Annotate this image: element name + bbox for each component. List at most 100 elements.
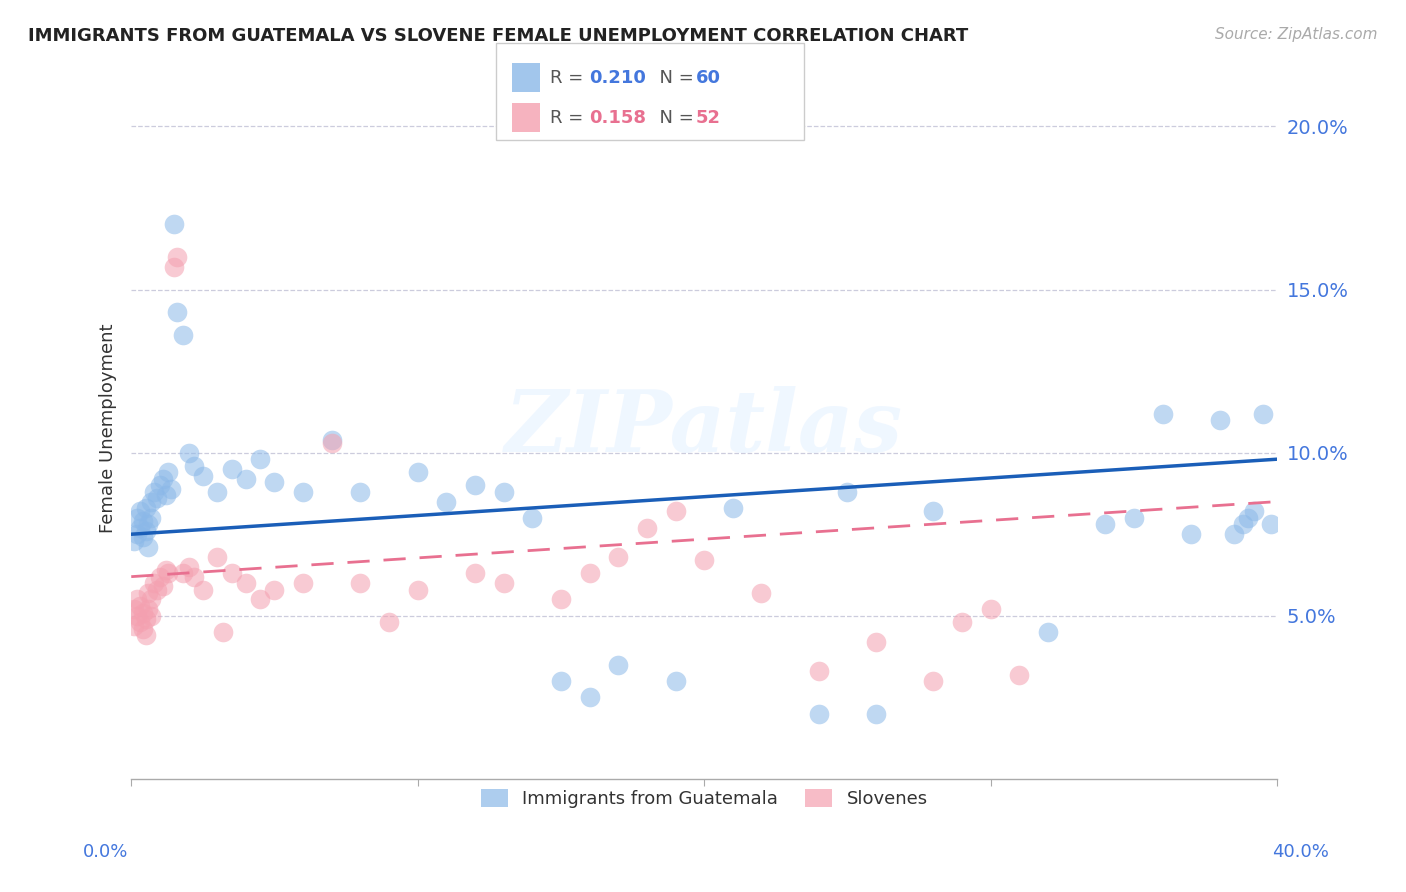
Point [292, 576, 315, 591]
Point [235, 576, 257, 591]
Point [125, 511, 148, 525]
Point [177, 445, 200, 459]
Point [138, 541, 160, 555]
Point [378, 615, 401, 630]
Point [183, 569, 205, 583]
Point [263, 475, 285, 489]
Point [249, 452, 271, 467]
Point [1251, 407, 1274, 421]
Point [664, 674, 686, 689]
Point [550, 674, 572, 689]
Text: 0.0%: 0.0% [83, 843, 128, 861]
Point [138, 517, 160, 532]
Point [1122, 511, 1144, 525]
Text: 52: 52 [696, 109, 721, 127]
Point [166, 305, 188, 319]
Point [321, 433, 343, 447]
Point [141, 511, 163, 525]
Point [191, 468, 214, 483]
Text: R =: R = [550, 109, 589, 127]
Point [980, 602, 1002, 616]
Point [865, 635, 887, 649]
Point [125, 608, 148, 623]
Point [464, 478, 486, 492]
Point [235, 472, 257, 486]
Point [607, 657, 630, 672]
Point [205, 550, 228, 565]
Point [1223, 527, 1246, 541]
Point [1094, 517, 1116, 532]
Point [191, 582, 214, 597]
Point [1180, 527, 1202, 541]
Point [292, 484, 315, 499]
Point [128, 504, 150, 518]
Point [166, 250, 188, 264]
Text: IMMIGRANTS FROM GUATEMALA VS SLOVENE FEMALE UNEMPLOYMENT CORRELATION CHART: IMMIGRANTS FROM GUATEMALA VS SLOVENE FEM… [28, 27, 969, 45]
Point [128, 615, 150, 630]
Point [135, 524, 157, 538]
Point [149, 478, 172, 492]
Point [122, 533, 145, 548]
Point [157, 566, 180, 581]
Point [922, 674, 945, 689]
Point [664, 504, 686, 518]
Text: 0.210: 0.210 [589, 69, 645, 87]
Point [1243, 504, 1265, 518]
Point [146, 582, 169, 597]
Point [131, 622, 153, 636]
Point [183, 458, 205, 473]
Point [406, 465, 429, 479]
Point [149, 569, 172, 583]
Point [125, 527, 148, 541]
Point [172, 566, 194, 581]
Point [135, 628, 157, 642]
Point [163, 260, 186, 274]
Point [349, 576, 371, 591]
Text: 40.0%: 40.0% [1272, 843, 1329, 861]
Point [122, 602, 145, 616]
Point [138, 602, 160, 616]
Point [406, 582, 429, 597]
Point [721, 501, 744, 516]
Point [578, 566, 600, 581]
Point [550, 592, 572, 607]
Point [163, 217, 186, 231]
Point [122, 618, 145, 632]
Point [492, 484, 515, 499]
Point [135, 612, 157, 626]
Point [837, 484, 859, 499]
Point [249, 592, 271, 607]
Point [321, 435, 343, 450]
Point [578, 690, 600, 705]
Text: ZIPatlas: ZIPatlas [505, 386, 903, 470]
Point [1260, 517, 1282, 532]
Point [1152, 407, 1174, 421]
Point [160, 482, 183, 496]
Point [865, 706, 887, 721]
Point [922, 504, 945, 518]
Point [125, 592, 148, 607]
Point [205, 484, 228, 499]
Point [221, 462, 243, 476]
Point [464, 566, 486, 581]
Point [807, 665, 830, 679]
Text: 60: 60 [696, 69, 721, 87]
Point [128, 599, 150, 613]
Point [607, 550, 630, 565]
Point [143, 484, 166, 499]
Text: Source: ZipAtlas.com: Source: ZipAtlas.com [1215, 27, 1378, 42]
Point [157, 465, 180, 479]
Point [636, 521, 658, 535]
Point [212, 625, 235, 640]
Text: R =: R = [550, 69, 589, 87]
Text: 0.158: 0.158 [589, 109, 647, 127]
Point [131, 514, 153, 528]
Point [751, 586, 773, 600]
Point [146, 491, 169, 506]
Text: N =: N = [648, 109, 700, 127]
Point [1209, 413, 1232, 427]
Point [221, 566, 243, 581]
Point [807, 706, 830, 721]
Point [177, 559, 200, 574]
Y-axis label: Female Unemployment: Female Unemployment [100, 324, 117, 533]
